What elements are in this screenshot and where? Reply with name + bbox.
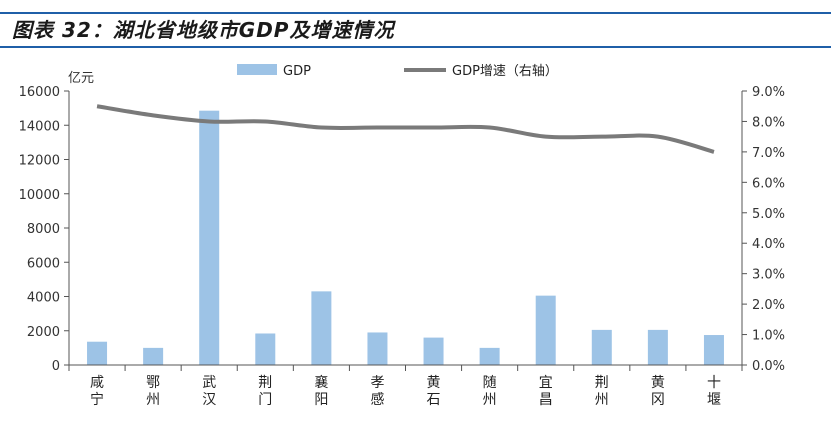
category-label-7: 黄石 [427, 374, 441, 408]
growth-line [96, 104, 715, 154]
bar-12 [703, 335, 724, 365]
legend-label-gdp: GDP [283, 64, 311, 79]
category-label-1: 咸宁 [90, 375, 104, 408]
chart-title: 图表 32：湖北省地级市GDP及增速情况 [12, 18, 395, 42]
left-tick-label: 16000 [19, 85, 60, 100]
right-tick-label: 8.0% [752, 115, 785, 130]
bar-7 [423, 337, 444, 365]
bar-10 [591, 329, 612, 365]
bar-2 [143, 347, 164, 365]
left-tick-label: 12000 [19, 154, 60, 169]
right-tick-label: 0.0% [752, 359, 785, 374]
legend-swatch-gdp [237, 64, 277, 75]
right-tick-label: 4.0% [752, 237, 785, 252]
bar-3 [199, 110, 220, 365]
category-label-4: 荆门 [258, 375, 272, 408]
left-tick-label: 6000 [27, 256, 60, 271]
bar-11 [647, 329, 668, 365]
left-tick-label: 0 [52, 359, 60, 374]
category-label-10: 荆州 [595, 375, 609, 408]
left-tick-label: 14000 [19, 119, 60, 134]
category-label-2: 鄂州 [146, 375, 160, 408]
title-rule-bottom [0, 46, 831, 48]
bar-8 [479, 347, 500, 365]
right-tick-label: 9.0% [752, 85, 785, 100]
left-axis-unit: 亿元 [68, 71, 94, 86]
bar-4 [255, 333, 276, 365]
right-tick-label: 7.0% [752, 146, 785, 161]
category-label-12: 十堰 [707, 375, 721, 408]
category-label-8: 随州 [483, 375, 497, 408]
category-label-5: 襄阳 [314, 375, 328, 408]
left-tick-label: 2000 [27, 325, 60, 340]
left-tick-label: 8000 [27, 222, 60, 237]
category-label-11: 黄冈 [651, 374, 665, 408]
left-tick-label: 4000 [27, 291, 60, 306]
right-tick-label: 3.0% [752, 268, 785, 283]
category-label-6: 孝感 [370, 375, 384, 408]
left-tick-label: 10000 [19, 188, 60, 203]
bar-9 [535, 295, 556, 365]
legend-label-growth: GDP增速（右轴） [452, 64, 558, 79]
right-tick-label: 5.0% [752, 207, 785, 222]
bar-6 [367, 332, 388, 365]
bar-5 [311, 291, 332, 365]
category-label-3: 武汉 [202, 375, 216, 408]
right-tick-label: 6.0% [752, 176, 785, 191]
category-label-9: 宜昌 [539, 375, 553, 408]
bar-1 [87, 341, 108, 365]
right-tick-label: 1.0% [752, 329, 785, 344]
right-tick-label: 2.0% [752, 298, 785, 313]
title-rule-top [0, 12, 831, 14]
